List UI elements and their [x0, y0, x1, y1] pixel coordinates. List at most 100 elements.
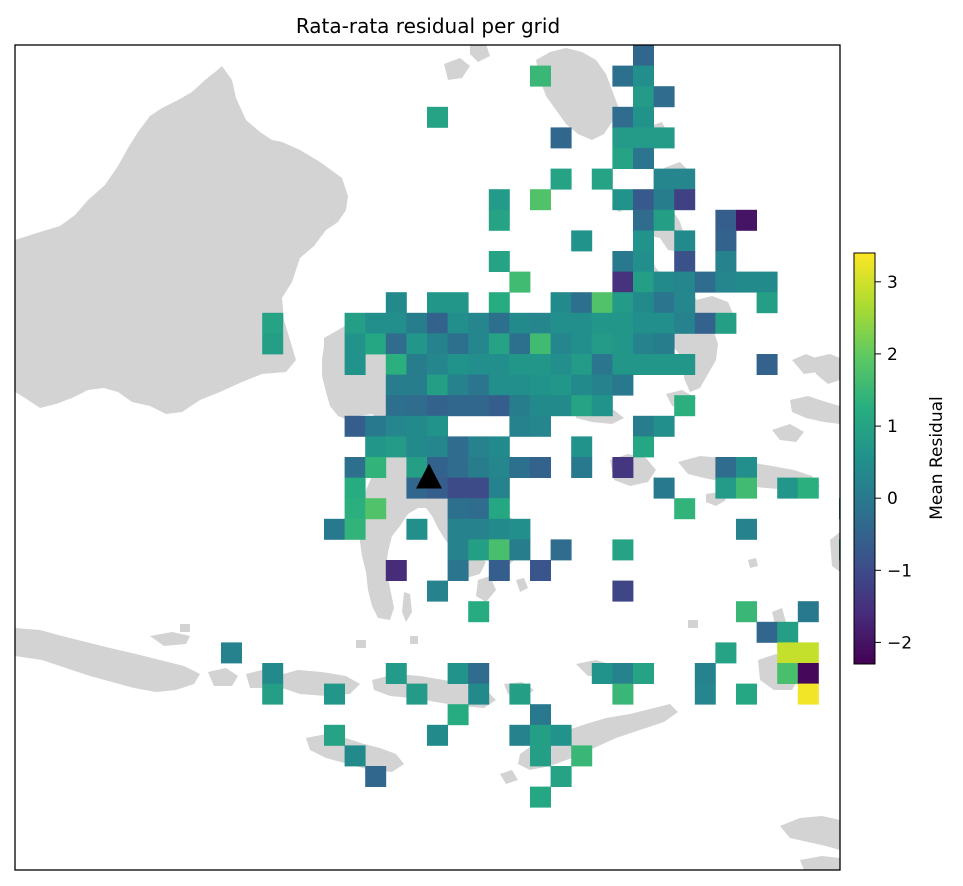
bali-island: [208, 668, 238, 686]
grid-cell: [406, 374, 428, 396]
grid-cell: [777, 642, 799, 664]
grid-cell: [612, 271, 634, 293]
grid-cell: [488, 292, 510, 314]
grid-cell: [674, 498, 696, 520]
grid-cell: [365, 312, 387, 334]
grid-cell: [653, 271, 675, 293]
australia-fragment-2: [800, 856, 840, 870]
grid-cell: [447, 539, 469, 561]
grid-cell: [550, 168, 572, 190]
grid-cell: [488, 395, 510, 417]
grid-cell: [406, 415, 428, 437]
grid-cell: [324, 724, 345, 746]
grid-cell: [447, 663, 469, 684]
map-panel: [15, 45, 840, 870]
grid-cell: [756, 271, 778, 293]
grid-cell: [550, 127, 572, 149]
grid-cell: [715, 209, 737, 231]
colorbar-tick-label: 0: [887, 489, 898, 509]
grid-cell: [488, 436, 510, 458]
grid-cell: [385, 415, 407, 437]
grid-cell: [633, 45, 654, 66]
grid-cell: [509, 518, 531, 540]
grid-cell: [694, 683, 716, 705]
grid-cell: [633, 127, 654, 149]
grid-cell: [550, 539, 572, 561]
grid-cell: [468, 457, 490, 478]
grid-cell: [427, 724, 448, 746]
grid-cell: [756, 621, 778, 643]
grid-cell: [571, 457, 593, 478]
selayar-island: [402, 592, 412, 622]
tiny-islet-2: [356, 640, 366, 648]
grid-cell: [612, 354, 634, 375]
grid-cell: [385, 354, 407, 375]
grid-cell: [612, 580, 634, 602]
grid-cell: [385, 374, 407, 396]
grid-cell: [262, 663, 284, 684]
grid-cell: [530, 457, 551, 478]
tiny-islet-1: [180, 624, 190, 632]
grid-cell: [488, 189, 510, 211]
grid-cell: [591, 292, 613, 314]
grid-cell: [797, 601, 819, 623]
grid-cell: [715, 457, 737, 478]
colorbar: 3 2 1 0 −1 −2 Mean Residual: [853, 252, 947, 665]
grid-cell: [633, 230, 654, 252]
grid-cell: [797, 477, 819, 499]
map-title: Rata-rata residual per grid: [296, 14, 560, 38]
grid-cell: [530, 65, 551, 87]
grid-cell: [674, 395, 696, 417]
grid-cell: [612, 251, 634, 272]
grid-cell: [468, 601, 490, 623]
residual-cells: [221, 45, 840, 808]
grid-cell: [365, 333, 387, 355]
grid-cell: [488, 312, 510, 334]
grid-cell: [365, 415, 387, 437]
grid-cell: [674, 168, 696, 190]
grid-cell: [427, 395, 448, 417]
grid-cell: [447, 477, 469, 499]
grid-cell: [385, 312, 407, 334]
grid-cell: [550, 766, 572, 787]
grid-cell: [468, 498, 490, 520]
grid-cell: [365, 436, 387, 458]
grid-cell: [427, 312, 448, 334]
grid-cell: [530, 745, 551, 767]
grid-cell: [612, 127, 634, 149]
grid-cell: [633, 354, 654, 375]
grid-cell: [694, 663, 716, 684]
philippines-island-2: [444, 58, 470, 80]
grid-cell: [488, 333, 510, 355]
grid-cell: [550, 354, 572, 375]
grid-cell: [694, 312, 716, 334]
grid-cell: [427, 292, 448, 314]
grid-cell: [262, 333, 284, 355]
grid-cell: [488, 518, 510, 540]
grid-cell: [736, 683, 757, 705]
grid-cell: [530, 374, 551, 396]
grid-cell: [777, 621, 799, 643]
grid-cell: [509, 354, 531, 375]
grid-cell: [653, 312, 675, 334]
grid-cell: [468, 354, 490, 375]
grid-cell: [550, 292, 572, 314]
grid-cell: [633, 251, 654, 272]
grid-cell: [653, 168, 675, 190]
grid-cell: [406, 312, 428, 334]
grid-cell: [447, 333, 469, 355]
grid-cell: [488, 354, 510, 375]
grid-cell: [447, 498, 469, 520]
grid-cell: [612, 292, 634, 314]
grid-cell: [509, 374, 531, 396]
grid-cell: [653, 415, 675, 437]
grid-cell: [797, 663, 819, 684]
grid-cell: [427, 374, 448, 396]
grid-cell: [447, 354, 469, 375]
grid-cell: [509, 457, 531, 478]
grid-cell: [633, 663, 654, 684]
grid-cell: [591, 333, 613, 355]
grid-cell: [633, 65, 654, 87]
grid-cell: [468, 333, 490, 355]
misool-island: [772, 424, 804, 442]
